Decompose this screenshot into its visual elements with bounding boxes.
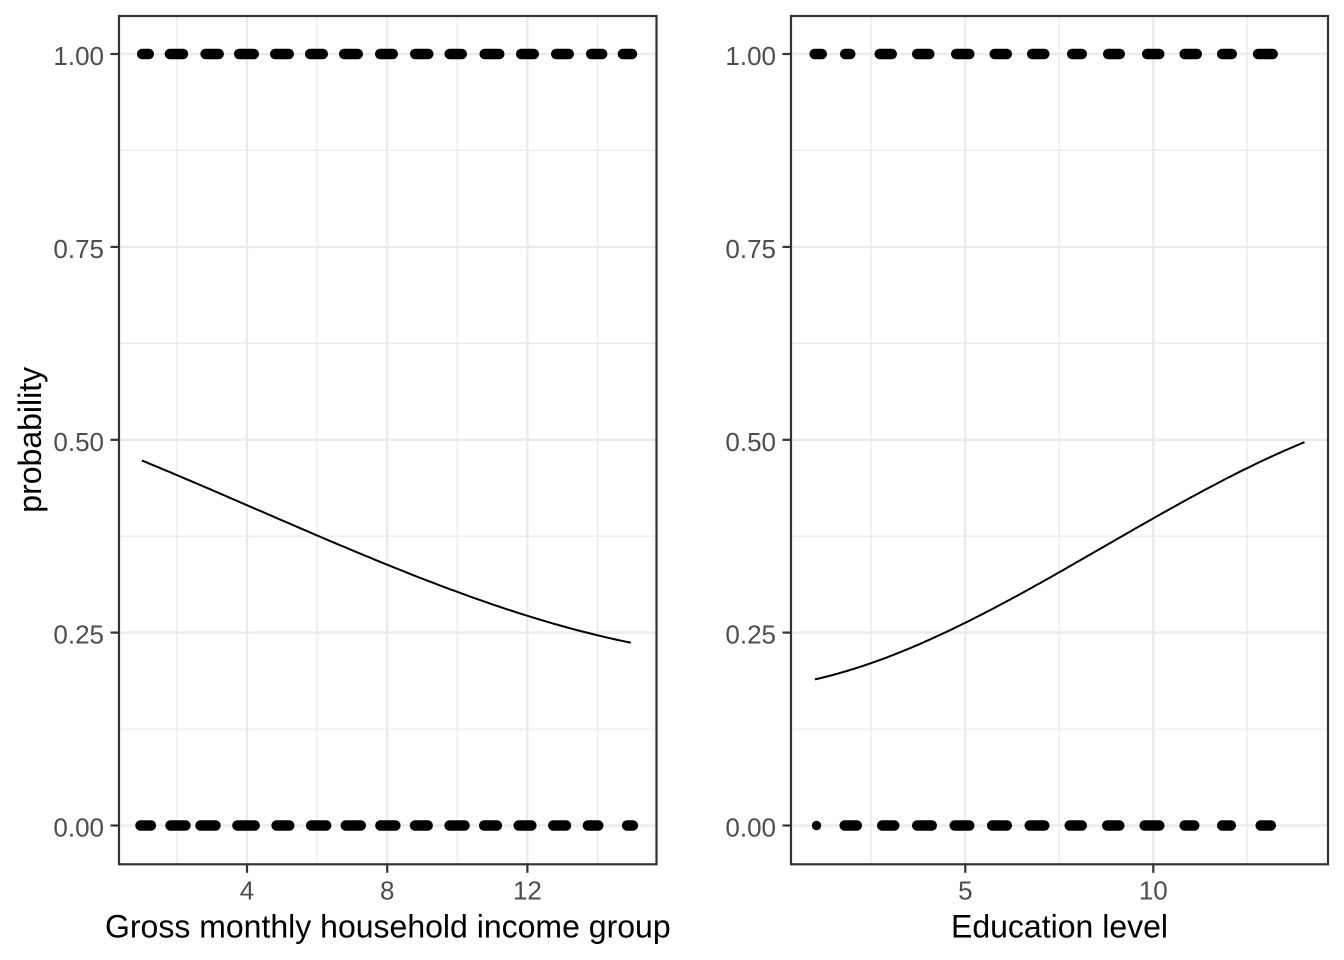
svg-text:0.75: 0.75	[725, 234, 776, 264]
svg-text:0.25: 0.25	[53, 620, 104, 650]
svg-text:0.75: 0.75	[53, 234, 104, 264]
svg-text:Gross monthly household income: Gross monthly household income group	[105, 909, 671, 945]
svg-text:1.00: 1.00	[725, 41, 776, 71]
svg-text:Education level: Education level	[951, 909, 1168, 945]
svg-text:0.50: 0.50	[725, 427, 776, 457]
svg-text:0.00: 0.00	[725, 813, 776, 843]
svg-text:0.50: 0.50	[53, 427, 104, 457]
svg-text:0.25: 0.25	[725, 620, 776, 650]
svg-text:4: 4	[240, 876, 254, 906]
svg-text:10: 10	[1139, 876, 1168, 906]
svg-text:0.00: 0.00	[53, 813, 104, 843]
svg-text:12: 12	[513, 876, 542, 906]
svg-text:8: 8	[380, 876, 394, 906]
svg-text:1.00: 1.00	[53, 41, 104, 71]
svg-text:5: 5	[958, 876, 972, 906]
svg-text:probability: probability	[12, 367, 48, 513]
